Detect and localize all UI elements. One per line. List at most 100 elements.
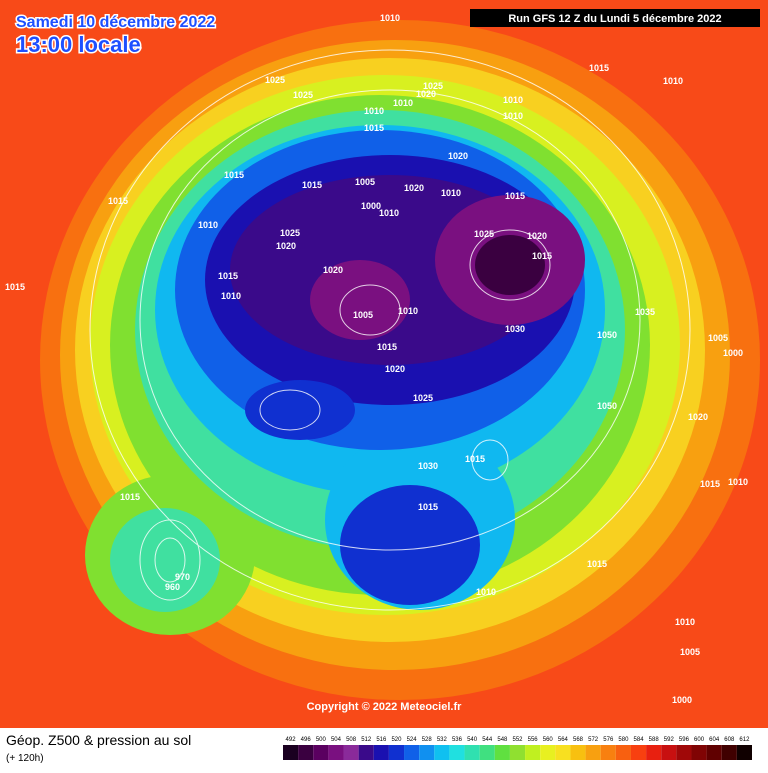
- isobar-labels: 1010102510251025102010101015101010101010…: [5, 13, 748, 705]
- isobar-label: 1020: [527, 231, 547, 241]
- legend-swatch: [328, 745, 344, 760]
- isobar-label: 1010: [675, 617, 695, 627]
- isobar-label: 1015: [108, 196, 128, 206]
- legend-swatch: [585, 745, 601, 760]
- legend-label: 508: [346, 737, 357, 743]
- isobar-label: 1015: [5, 282, 25, 292]
- legend-swatch: [373, 745, 389, 760]
- legend: 492 496 500 504 508 512 516 520 524 528 532 536 540 5…: [283, 737, 752, 760]
- isobar-label: 1015: [120, 492, 140, 502]
- run-info: Run GFS 12 Z du Lundi 5 décembre 2022: [508, 13, 721, 25]
- legend-swatch: [494, 745, 510, 760]
- legend-swatch: [419, 745, 435, 760]
- isobar-label: 1015: [505, 191, 525, 201]
- isobar-label: 1025: [413, 393, 433, 403]
- legend-swatch: [479, 745, 495, 760]
- isobar-label: 1025: [423, 81, 443, 91]
- legend-label: 552: [512, 737, 523, 743]
- footer-title: Géop. Z500 & pression au sol: [6, 732, 191, 748]
- isobar-label: 1005: [353, 310, 373, 320]
- legend-swatch: [388, 745, 405, 760]
- legend-label: 576: [603, 737, 614, 743]
- isobar-label: 1025: [293, 90, 313, 100]
- legend-swatch: [313, 745, 329, 760]
- legend-label: 592: [664, 737, 675, 743]
- legend-swatch: [736, 745, 752, 760]
- legend-swatch: [434, 745, 450, 760]
- legend-swatch: [464, 745, 480, 760]
- legend-label: 580: [618, 737, 629, 743]
- legend-label: 532: [437, 737, 448, 743]
- isobar-label: 1015: [465, 454, 485, 464]
- isobar-label: 1010: [393, 98, 413, 108]
- isobar-label: 1015: [364, 123, 384, 133]
- legend-swatch: [646, 745, 662, 760]
- legend-swatch: [298, 745, 314, 760]
- isobar-label: 1020: [688, 412, 708, 422]
- date: Samedi 10 décembre 2022: [16, 14, 215, 31]
- legend-label: 612: [739, 737, 750, 743]
- legend-label: 564: [558, 737, 569, 743]
- legend-swatch: [540, 745, 556, 760]
- isobar-label: 1010: [364, 106, 384, 116]
- legend-label: 568: [573, 737, 584, 743]
- legend-label: 608: [724, 737, 735, 743]
- isobar-label: 970: [175, 572, 190, 582]
- isobar-label: 1015: [587, 559, 607, 569]
- legend-label: 584: [634, 737, 645, 743]
- legend-label: 548: [497, 737, 508, 743]
- isobar-label: 1025: [280, 228, 300, 238]
- isobar-label: 1015: [302, 180, 322, 190]
- z500-field: [40, 20, 760, 700]
- isobar-label: 1015: [700, 479, 720, 489]
- legend-label: 604: [709, 737, 720, 743]
- legend-label: 572: [588, 737, 599, 743]
- isobar-label: 1010: [503, 111, 523, 121]
- isobar-label: 1010: [221, 291, 241, 301]
- legend-label: 520: [391, 737, 402, 743]
- isobar-label: 1020: [323, 265, 343, 275]
- isobar-label: 1020: [448, 151, 468, 161]
- isobar-label: 1020: [385, 364, 405, 374]
- isobar-label: 1030: [505, 324, 525, 334]
- legend-label: 524: [407, 737, 418, 743]
- isobar-label: 1050: [597, 330, 617, 340]
- isobar-label: 1005: [708, 333, 728, 343]
- legend-swatch: [570, 745, 586, 760]
- legend-swatch: [343, 745, 359, 760]
- legend-label: 516: [376, 737, 387, 743]
- legend-swatch: [630, 745, 647, 760]
- legend-label: 600: [694, 737, 705, 743]
- legend-label: 492: [286, 737, 297, 743]
- legend-swatch: [358, 745, 374, 760]
- legend-label: 556: [528, 737, 539, 743]
- legend-swatch: [449, 745, 465, 760]
- isobar-label: 1015: [589, 63, 609, 73]
- isobar-label: 1020: [276, 241, 296, 251]
- isobar-label: 1010: [503, 95, 523, 105]
- time: 13:00 locale: [16, 32, 141, 57]
- legend-swatch: [615, 745, 631, 760]
- isobar-lines: [89, 49, 691, 611]
- isobar-label: 1015: [224, 170, 244, 180]
- legend-swatch: [509, 745, 526, 760]
- run-box: [470, 9, 760, 27]
- isobar-label: 1030: [418, 461, 438, 471]
- legend-label: 512: [361, 737, 372, 743]
- isobar-label: 1015: [532, 251, 552, 261]
- copyright: Copyright © 2022 Meteociel.fr: [307, 701, 463, 713]
- isobar-label: 1015: [218, 271, 238, 281]
- isobar-label: 1005: [355, 177, 375, 187]
- footer-lead: (+ 120h): [6, 753, 44, 764]
- isobar-label: 1000: [672, 695, 692, 705]
- isobar-label: 960: [165, 582, 180, 592]
- isobar-label: 1020: [416, 89, 436, 99]
- legend-label: 536: [452, 737, 463, 743]
- legend-label: 596: [679, 737, 690, 743]
- legend-label: 588: [649, 737, 660, 743]
- isobar-label: 1010: [476, 587, 496, 597]
- legend-label: 500: [316, 737, 327, 743]
- isobar-label: 1010: [198, 220, 218, 230]
- isobar-label: 1015: [418, 502, 438, 512]
